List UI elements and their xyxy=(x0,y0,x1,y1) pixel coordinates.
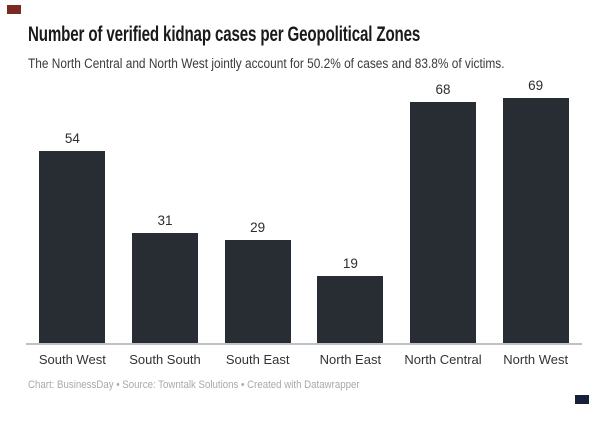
chart-subtitle: The North Central and North West jointly… xyxy=(28,56,505,71)
x-axis-label-south-east: South East xyxy=(225,352,290,367)
footer-credit: Chart: BusinessDay • Source: Towntalk So… xyxy=(28,379,360,391)
bar-south-south xyxy=(132,233,198,343)
bar-north-central xyxy=(410,102,477,343)
bar-chart: 54 31 29 19 68 69 South West South South South … xyxy=(26,75,582,367)
bar-north-west xyxy=(502,98,569,343)
x-axis-label-south-west: South West xyxy=(38,352,106,367)
x-axis-label-north-central: North Central xyxy=(404,352,482,367)
corner-artifact-bottom-right xyxy=(575,395,589,404)
bar-group-north-west: 69 xyxy=(489,78,582,343)
bar-north-east xyxy=(317,276,384,343)
bar-value-label-north-west: 69 xyxy=(528,78,544,93)
bar-group-south-south: 31 xyxy=(119,213,212,343)
x-axis-label-north-west: North West xyxy=(503,352,569,367)
bar-south-west xyxy=(39,151,106,343)
bar-value-label-south-south: 31 xyxy=(157,213,173,228)
x-axis-label-south-south: South South xyxy=(129,352,201,367)
bar-value-label-north-central: 68 xyxy=(435,82,451,97)
x-axis-label-north-east: North East xyxy=(319,352,382,367)
x-axis-labels: South West South South South East North Eas… xyxy=(26,345,582,367)
bar-group-north-east: 19 xyxy=(304,256,397,343)
chart-header: Number of verified kidnap cases per Geop… xyxy=(28,23,573,71)
bar-value-label-south-west: 54 xyxy=(64,131,80,146)
corner-artifact-top-left xyxy=(7,5,21,14)
chart-title: Number of verified kidnap cases per Geop… xyxy=(28,23,421,46)
bar-value-label-south-east: 29 xyxy=(250,220,266,235)
bar-group-south-west: 54 xyxy=(26,131,119,343)
x-axis-line xyxy=(26,343,582,345)
plot-area: 54 31 29 19 68 69 xyxy=(26,75,582,343)
bar-south-east xyxy=(224,240,291,343)
bar-value-label-north-east: 19 xyxy=(342,256,358,271)
bar-group-south-east: 29 xyxy=(211,220,304,343)
bar-group-north-central: 68 xyxy=(397,82,490,343)
